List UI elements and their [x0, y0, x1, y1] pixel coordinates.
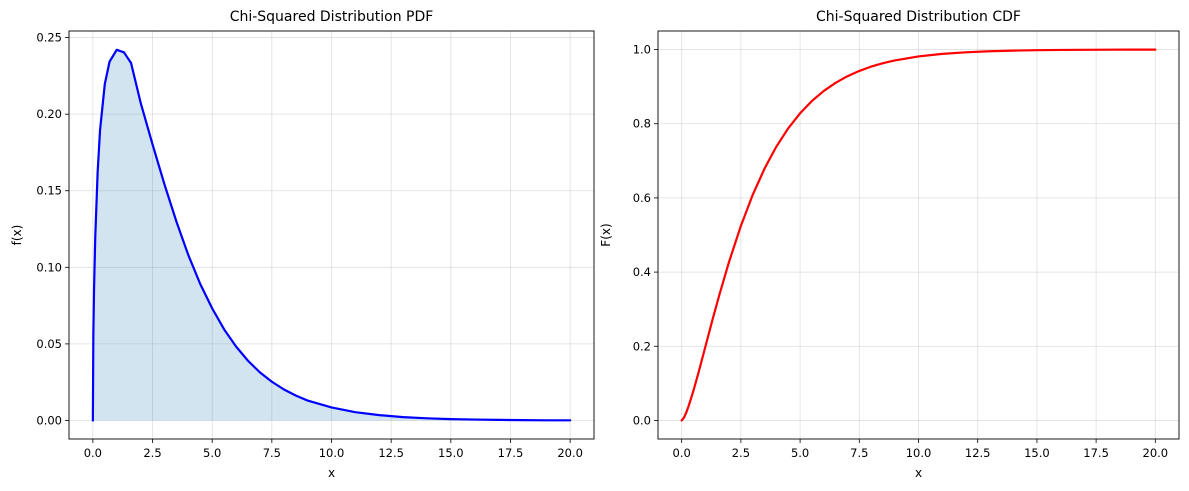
pdf-y-tick-label: 0.00	[36, 413, 62, 427]
pdf-x-tick-label: 17.5	[498, 446, 524, 460]
pdf-x-tick-label: 15.0	[438, 446, 464, 460]
pdf-x-tick-label: 5.0	[203, 446, 221, 460]
cdf-x-axis-label: x	[915, 466, 922, 480]
pdf-area-fill	[92, 49, 571, 421]
pdf-y-tick-label: 0.20	[36, 107, 62, 121]
cdf-panel: 0.0 2.5 5.0 7.5 10.0 12.5 15.0 17.5 20.0 0.0 0.2 0.…	[599, 9, 1180, 480]
cdf-x-tick-label: 10.0	[906, 446, 932, 460]
cdf-y-tick-label: 1.0	[633, 43, 651, 57]
pdf-x-tick-label: 12.5	[378, 446, 404, 460]
pdf-y-tick-label: 0.25	[36, 31, 62, 45]
cdf-y-tick-label: 0.4	[633, 265, 651, 279]
cdf-x-tick-label: 12.5	[965, 446, 991, 460]
cdf-x-tick-label: 5.0	[791, 446, 809, 460]
cdf-x-tick-label: 20.0	[1143, 446, 1169, 460]
cdf-x-tick-label: 2.5	[732, 446, 750, 460]
cdf-y-tick-label: 0.8	[633, 117, 651, 131]
pdf-curve	[91, 48, 572, 422]
pdf-chart-title: Chi-Squared Distribution PDF	[230, 9, 434, 25]
pdf-x-tick-label: 10.0	[319, 446, 345, 460]
pdf-panel: 0.0 2.5 5.0 7.5 10.0 12.5 15.0 17.5 20.0 0.00 0.05…	[10, 9, 595, 480]
cdf-y-tick-label: 0.6	[633, 191, 651, 205]
cdf-x-tick-label: 0.0	[673, 446, 691, 460]
cdf-y-axis-label: F(x)	[599, 223, 613, 246]
cdf-curve	[680, 48, 1157, 422]
pdf-x-axis-label: x	[328, 466, 335, 480]
pdf-x-tick-label: 0.0	[84, 446, 102, 460]
cdf-x-tick-label: 7.5	[850, 446, 868, 460]
cdf-chart-title: Chi-Squared Distribution CDF	[816, 9, 1021, 25]
pdf-y-tick-label: 0.10	[36, 260, 62, 274]
cdf-x-tick-label: 15.0	[1024, 446, 1050, 460]
pdf-x-tick-label: 20.0	[557, 446, 583, 460]
pdf-x-tick-label: 7.5	[263, 446, 281, 460]
cdf-y-tick-label: 0.0	[633, 413, 651, 427]
pdf-y-tick-label: 0.15	[36, 184, 62, 198]
pdf-x-tick-label: 2.5	[143, 446, 161, 460]
cdf-x-tick-label: 17.5	[1083, 446, 1109, 460]
pdf-y-tick-label: 0.05	[36, 337, 62, 351]
cdf-y-tick-label: 0.2	[633, 339, 651, 353]
pdf-y-axis-label: f(x)	[10, 225, 24, 246]
